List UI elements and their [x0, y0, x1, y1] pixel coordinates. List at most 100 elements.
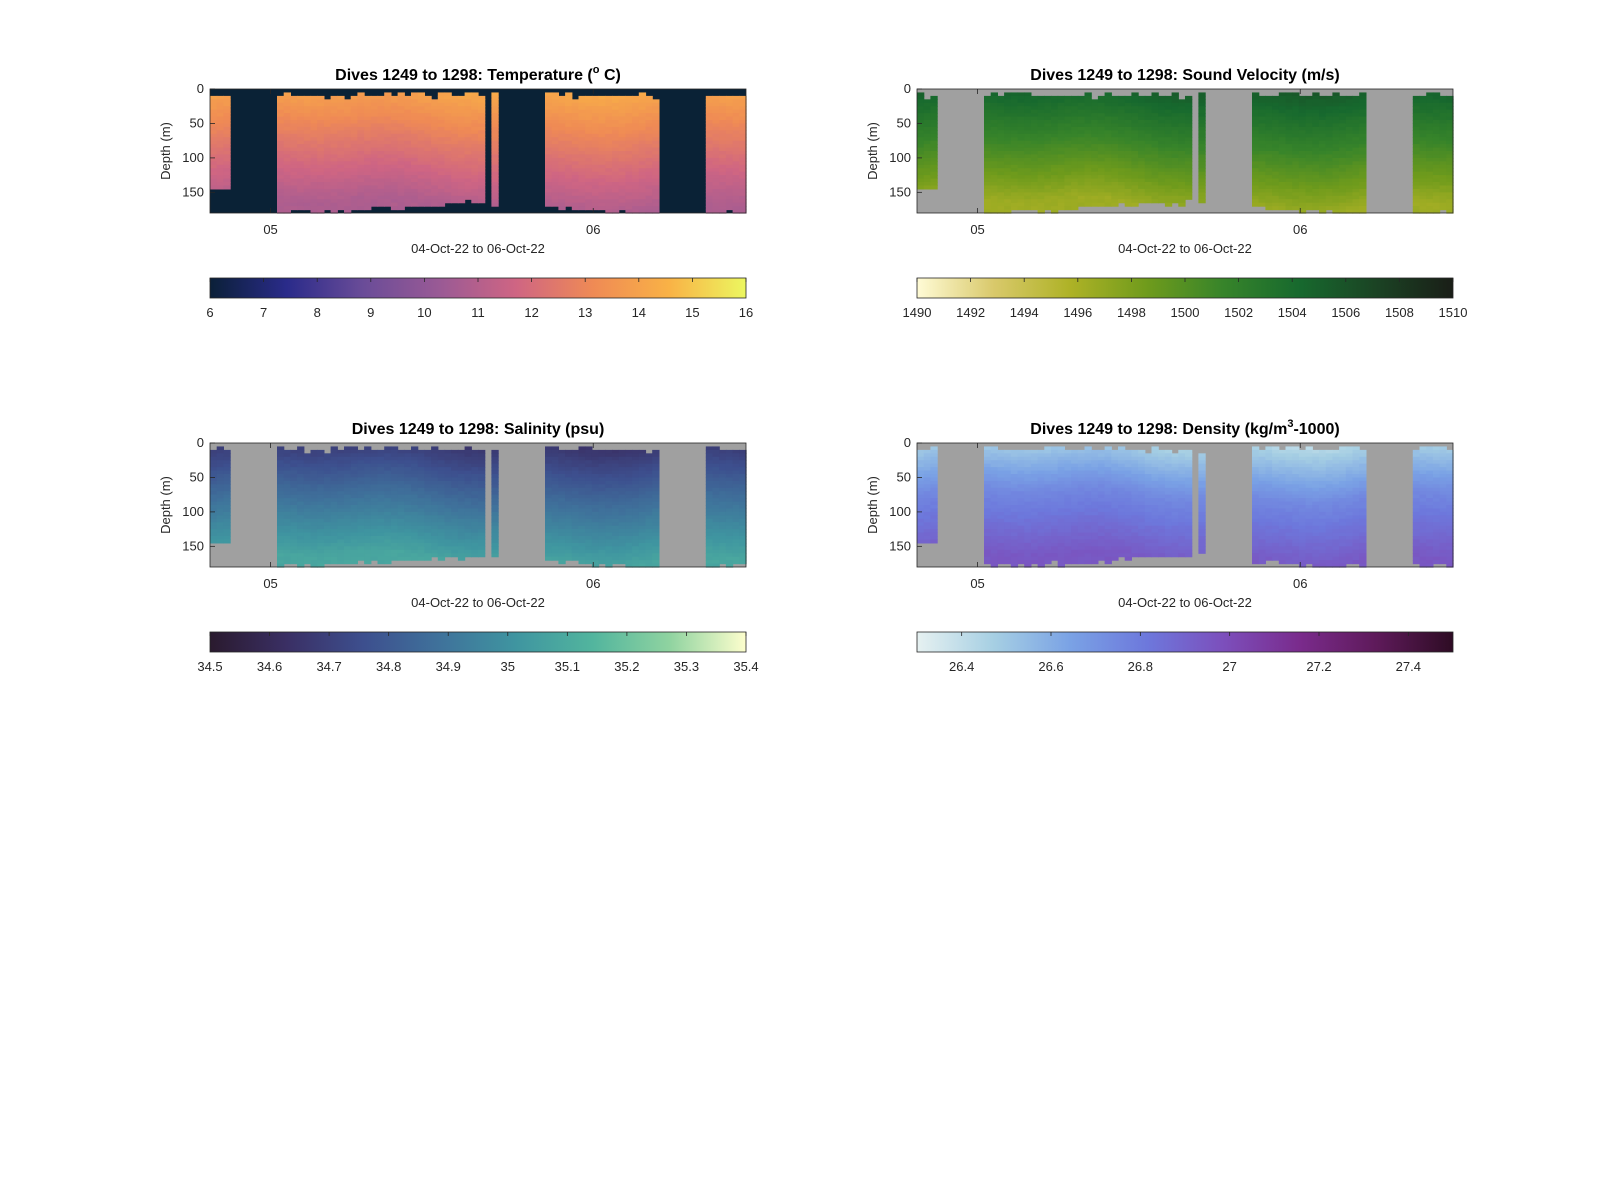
heatmap-cell [1030, 192, 1039, 197]
heatmap-cell [1178, 199, 1186, 204]
heatmap-cell [330, 501, 338, 506]
heatmap-cell [277, 553, 285, 558]
heatmap-cell [1051, 102, 1059, 107]
heatmap-cell [417, 154, 425, 159]
heatmap-cell [605, 199, 613, 204]
heatmap-cell [317, 560, 325, 565]
heatmap-cell [585, 99, 593, 104]
heatmap-cell [1084, 175, 1092, 180]
heatmap-cell [417, 182, 425, 187]
heatmap-cell [1104, 133, 1112, 138]
heatmap-cell [705, 116, 714, 121]
heatmap-cell [310, 525, 318, 530]
heatmap-cell [585, 120, 593, 125]
heatmap-cell [705, 120, 714, 125]
heatmap-cell [357, 147, 365, 152]
heatmap-cell [283, 456, 291, 461]
heatmap-cell [471, 164, 479, 169]
heatmap-cell [1044, 137, 1052, 142]
heatmap-cell [210, 182, 218, 187]
heatmap-cell [1325, 164, 1333, 169]
heatmap-cell [1419, 199, 1427, 204]
heatmap-cell [1352, 206, 1360, 211]
heatmap-cell [1124, 137, 1132, 142]
heatmap-cell [1071, 175, 1079, 180]
heatmap-cell [1252, 151, 1260, 156]
heatmap-cell [1419, 171, 1427, 176]
heatmap-cell [444, 477, 452, 482]
heatmap-cell [1111, 154, 1119, 159]
heatmap-cell [1319, 109, 1327, 114]
heatmap-cell [350, 137, 358, 142]
heatmap-cell [491, 470, 499, 475]
heatmap-cell [1010, 106, 1019, 111]
heatmap-cell [223, 456, 231, 461]
heatmap-cell [1432, 120, 1441, 125]
heatmap-cell [1064, 188, 1072, 193]
heatmap-cell [1412, 126, 1421, 131]
heatmap-cell [1198, 154, 1206, 159]
heatmap-cell [283, 202, 291, 207]
heatmap-cell [719, 116, 727, 121]
heatmap-cell [444, 546, 452, 551]
heatmap-cell [364, 126, 372, 131]
heatmap-cell [1272, 185, 1280, 190]
heatmap-cell [390, 546, 399, 551]
heatmap-cell [705, 99, 714, 104]
heatmap-cell [471, 185, 479, 190]
heatmap-cell [431, 116, 439, 121]
heatmap-cell [350, 171, 358, 176]
heatmap-cell [1097, 178, 1106, 183]
heatmap-cell [705, 137, 714, 142]
heatmap-cell [1158, 185, 1166, 190]
heatmap-cell [591, 116, 600, 121]
heatmap-cell [1426, 164, 1434, 169]
heatmap-cell [1272, 154, 1280, 159]
heatmap-cell [578, 95, 586, 100]
heatmap-cell [216, 95, 224, 100]
heatmap-cell [411, 494, 419, 499]
heatmap-cell [1037, 175, 1045, 180]
heatmap-cell [457, 154, 466, 159]
heatmap-cell [1258, 161, 1266, 166]
heatmap-cell [1144, 157, 1153, 162]
heatmap-cell [1319, 209, 1327, 214]
heatmap-cell [464, 505, 472, 510]
heatmap-cell [719, 154, 727, 159]
heatmap-cell [578, 151, 586, 156]
heatmap-cell [350, 195, 358, 200]
heatmap-cell [417, 501, 425, 506]
heatmap-cell [317, 474, 325, 479]
heatmap-cell [397, 518, 405, 523]
heatmap-cell [1198, 109, 1206, 114]
heatmap-cell [1124, 192, 1132, 197]
heatmap-cell [464, 487, 472, 492]
heatmap-cell [210, 484, 218, 489]
heatmap-cell [1292, 120, 1300, 125]
heatmap-cell [1178, 106, 1186, 111]
heatmap-cell [464, 171, 472, 176]
heatmap-cell [1131, 102, 1139, 107]
heatmap-cell [705, 185, 714, 190]
heatmap-cell [1138, 164, 1146, 169]
heatmap-cell [491, 494, 499, 499]
heatmap-cell [437, 484, 446, 489]
heatmap-cell [984, 109, 992, 114]
heatmap-cell [1071, 168, 1079, 173]
heatmap-cell [1158, 113, 1166, 118]
heatmap-cell [1198, 126, 1206, 131]
heatmap-cell [491, 192, 499, 197]
heatmap-cell [210, 474, 218, 479]
heatmap-cell [1124, 102, 1132, 107]
heatmap-cell [277, 206, 285, 211]
heatmap-cell [310, 151, 318, 156]
heatmap-cell [1265, 164, 1273, 169]
heatmap-cell [303, 460, 312, 465]
heatmap-cell [310, 505, 318, 510]
heatmap-cell [323, 511, 332, 516]
heatmap-cell [1305, 95, 1313, 100]
heatmap-cell [1077, 171, 1086, 176]
heatmap-cell [323, 456, 332, 461]
heatmap-cell [1071, 202, 1079, 207]
heatmap-cell [1171, 106, 1179, 111]
